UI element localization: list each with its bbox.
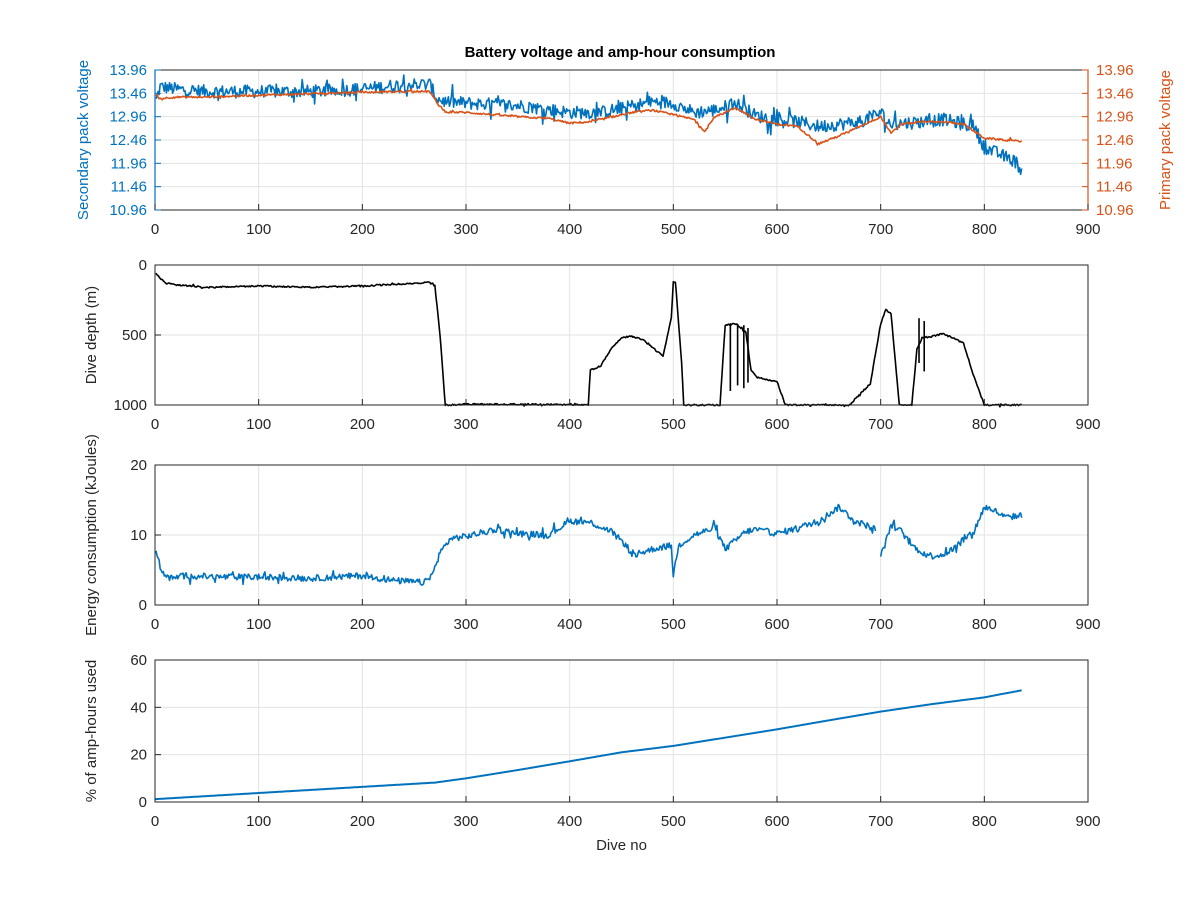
series-line-voltage-0	[155, 74, 1023, 176]
x-tick-label: 800	[972, 813, 997, 830]
series-line-depth-0	[155, 272, 1022, 408]
x-tick-label: 900	[1075, 813, 1100, 830]
y-axis-label: Energy consumption (kJoules)	[83, 434, 100, 636]
x-tick-label: 300	[453, 416, 478, 433]
x-tick-label: 400	[557, 813, 582, 830]
x-tick-label: 500	[661, 813, 686, 830]
x-tick-label: 100	[246, 221, 271, 238]
y-tick-label: 12.96	[109, 109, 147, 126]
x-tick-label: 900	[1075, 616, 1100, 633]
x-tick-label: 700	[868, 616, 893, 633]
y-axis-label: % of amp-hours used	[83, 660, 100, 803]
x-tick-label: 100	[246, 616, 271, 633]
x-tick-label: 600	[764, 416, 789, 433]
x-tick-label: 600	[764, 616, 789, 633]
x-tick-label: 600	[764, 221, 789, 238]
x-tick-label: 200	[350, 221, 375, 238]
y-tick-label: 40	[130, 699, 147, 716]
x-tick-label: 0	[151, 221, 159, 238]
x-tick-label: 200	[350, 616, 375, 633]
y-right-tick-label: 11.96	[1096, 155, 1132, 172]
x-tick-label: 100	[246, 416, 271, 433]
series-line-amphours-0	[154, 689, 1022, 801]
series-line-energy-1	[879, 504, 1023, 560]
x-tick-label: 200	[350, 416, 375, 433]
x-tick-label: 0	[151, 616, 159, 633]
panels: 0 100 200 300 400 500 600 700 800 90010.9611.4611…	[75, 60, 1174, 854]
panel-energy: 0 100 200 300 400 500 600 700 800 900 0 10 20 Energy …	[83, 434, 1101, 636]
y-tick-label: 11.46	[111, 179, 147, 196]
panel-voltage: 0 100 200 300 400 500 600 700 800 900 10.96 11.46 11…	[75, 60, 1174, 238]
y-right-tick-label: 12.46	[1096, 132, 1134, 149]
x-tick-label: 300	[453, 813, 478, 830]
y-tick-label: 1000	[114, 397, 147, 414]
axes-box	[154, 659, 1089, 803]
y-tick-label: 0	[139, 794, 147, 811]
x-tick-label: 800	[972, 616, 997, 633]
panel-depth: 0 100 200 300 400 500 600 700 800 900 0 500 1000 Dive…	[83, 257, 1101, 433]
y-tick-label: 60	[130, 652, 147, 669]
y-right-tick-label: 13.46	[1096, 85, 1134, 102]
x-tick-label: 500	[661, 616, 686, 633]
y-tick-label: 10	[130, 527, 147, 544]
y-tick-label: 0	[139, 257, 147, 274]
y-axis-label: Dive depth (m)	[83, 286, 100, 384]
y-tick-label: 11.96	[111, 155, 147, 172]
y-right-tick-label: 11.46	[1096, 179, 1132, 196]
x-tick-label: 500	[661, 416, 686, 433]
x-tick-label: 600	[764, 813, 789, 830]
x-tick-label: 100	[246, 813, 271, 830]
x-tick-label: 200	[350, 813, 375, 830]
y-tick-label: 0	[139, 597, 147, 614]
series-line-energy-0	[155, 503, 877, 586]
x-tick-label: 300	[453, 221, 478, 238]
y-tick-label: 20	[130, 747, 147, 764]
x-tick-label: 900	[1075, 416, 1100, 433]
x-tick-label: 900	[1075, 221, 1100, 238]
x-tick-label: 300	[453, 616, 478, 633]
y-axis-label: Secondary pack voltage	[75, 60, 92, 220]
y-right-tick-label: 13.96	[1096, 62, 1134, 79]
x-tick-label: 400	[557, 416, 582, 433]
x-tick-label: 800	[972, 221, 997, 238]
series-line-voltage-1	[155, 88, 1023, 146]
x-tick-label: 500	[661, 221, 686, 238]
y-tick-label: 20	[130, 457, 147, 474]
plot-area	[155, 660, 1088, 802]
y-right-axis-label: Primary pack voltage	[1157, 70, 1174, 210]
y-tick-label: 10.96	[109, 202, 147, 219]
x-tick-label: 0	[151, 416, 159, 433]
x-tick-label: 700	[868, 221, 893, 238]
x-tick-label: 400	[557, 616, 582, 633]
y-right-tick-label: 10.96	[1096, 202, 1134, 219]
x-tick-label: 400	[557, 221, 582, 238]
y-tick-label: 13.46	[109, 85, 147, 102]
figure-title: Battery voltage and amp-hour consumption	[465, 44, 776, 61]
x-tick-label: 0	[151, 813, 159, 830]
panel-amphours: 0 100 200 300 400 500 600 700 800 900 0 20 40 60 % of …	[83, 652, 1101, 854]
x-tick-label: 800	[972, 416, 997, 433]
x-tick-label: 700	[868, 813, 893, 830]
y-tick-label: 12.46	[109, 132, 147, 149]
y-tick-label: 500	[122, 327, 147, 344]
x-axis-label: Dive no	[596, 837, 647, 854]
x-tick-label: 700	[868, 416, 893, 433]
y-right-tick-label: 12.96	[1096, 109, 1134, 126]
y-tick-label: 13.96	[109, 62, 147, 79]
